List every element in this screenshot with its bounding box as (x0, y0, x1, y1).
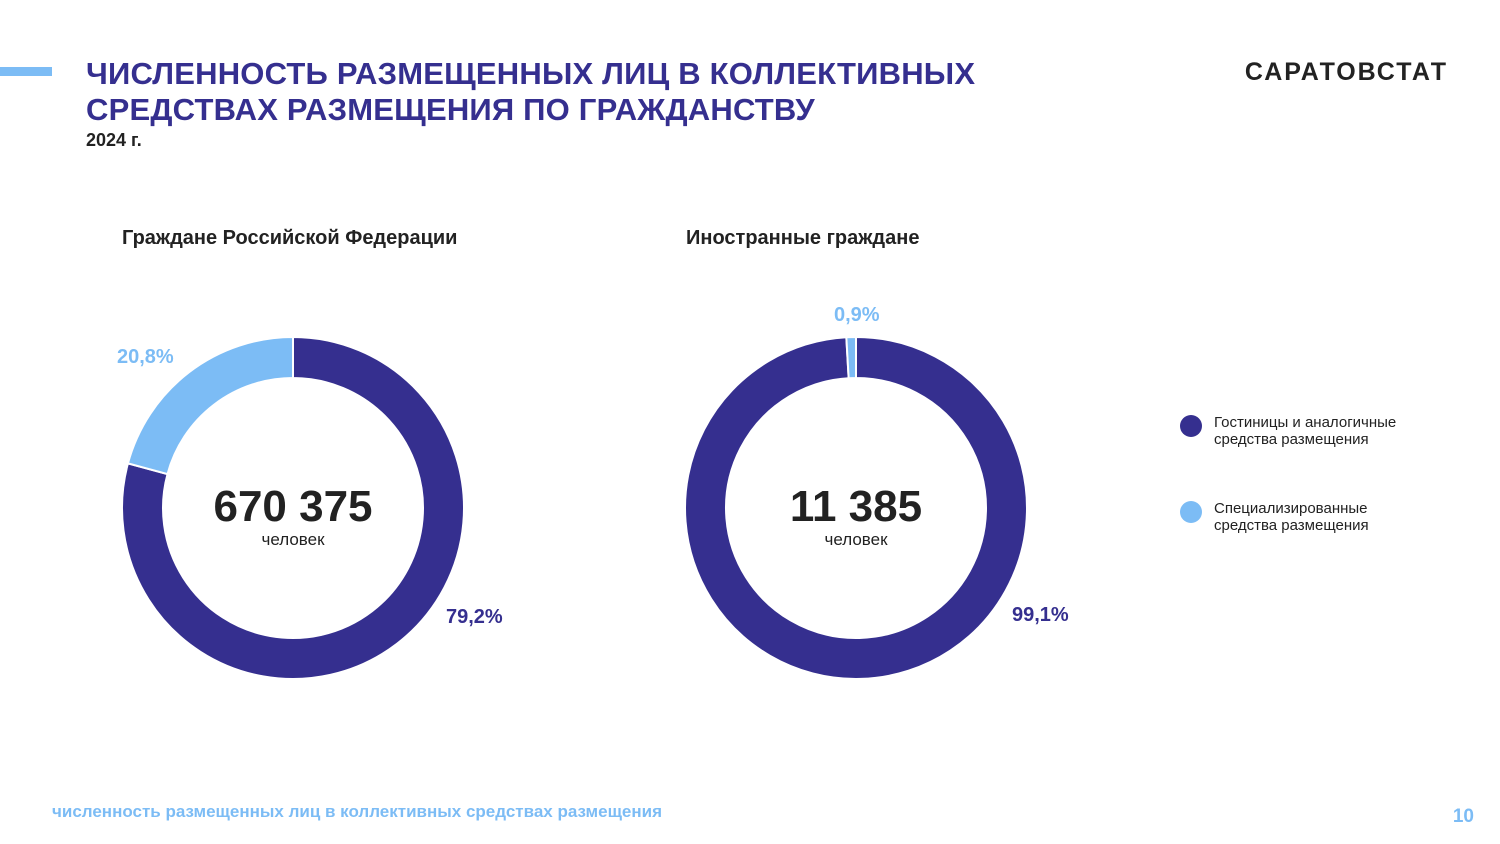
data-label-foreign-hotels: 99,1% (1012, 604, 1069, 626)
legend-label-specialized: Специализированные средства размещения (1214, 500, 1424, 534)
donut-center-value-russian: 670 375 (213, 482, 373, 531)
legend-label-hotels: Гостиницы и аналогичные средства размеще… (1214, 414, 1424, 448)
data-label-russian-hotels: 79,2% (446, 606, 503, 628)
chart-title-foreign-citizens: Иностранные граждане (686, 227, 920, 249)
legend-swatch-hotels (1180, 415, 1202, 437)
header-accent-bar (0, 67, 52, 76)
data-label-russian-specialized: 20,8% (117, 346, 174, 368)
page-title-line-2: СРЕДСТВАХ РАЗМЕЩЕНИЯ ПО ГРАЖДАНСТВУ (86, 92, 815, 127)
page-title-line-1: ЧИСЛЕННОСТЬ РАЗМЕЩЕННЫХ ЛИЦ В КОЛЛЕКТИВН… (86, 56, 976, 91)
footer-note: численность размещенных лиц в коллективн… (52, 802, 662, 821)
legend-label-specialized-line-1: Специализированные (1214, 500, 1368, 517)
page-title: ЧИСЛЕННОСТЬ РАЗМЕЩЕННЫХ ЛИЦ В КОЛЛЕКТИВН… (86, 56, 975, 128)
legend-label-hotels-line-1: Гостиницы и аналогичные (1214, 414, 1397, 431)
chart-title-russian-citizens: Граждане Российской Федерации (122, 227, 458, 249)
donut-center-unit-russian: человек (261, 530, 325, 549)
legend-label-hotels-line-2: средства размещения (1214, 431, 1369, 448)
donut-slice-foreign-hotels (684, 335, 1028, 680)
data-label-foreign-specialized: 0,9% (834, 304, 880, 326)
donut-center-value-foreign: 11 385 (789, 482, 923, 531)
page-subtitle-year: 2024 г. (86, 130, 142, 150)
brand-logo-text: САРАТОВСТАТ (1244, 58, 1448, 86)
donut-center-unit-foreign: человек (824, 530, 888, 549)
donut-slice-foreign-specialized (845, 335, 857, 380)
page-number: 10 (1452, 806, 1474, 827)
legend-label-specialized-line-2: средства размещения (1214, 517, 1369, 534)
legend-swatch-specialized (1180, 501, 1202, 523)
donut-slice-russian-hotels (121, 335, 465, 680)
legend-item-specialized: Специализированные средства размещения (1180, 500, 1424, 534)
donut-slice-russian-specialized (126, 335, 294, 476)
legend-item-hotels: Гостиницы и аналогичные средства размеще… (1180, 414, 1424, 448)
